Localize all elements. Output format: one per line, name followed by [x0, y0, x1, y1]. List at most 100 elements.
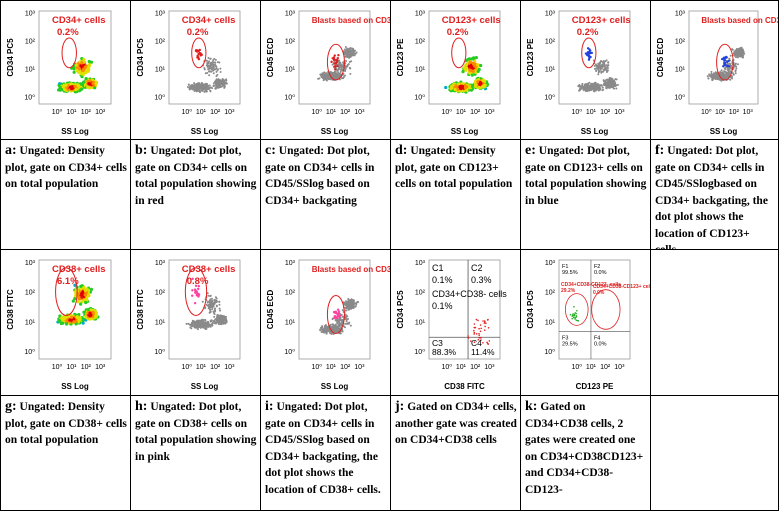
- event-dot: [70, 315, 74, 319]
- event-dot: [575, 319, 578, 322]
- event-dot: [70, 85, 74, 89]
- event-dot: [339, 64, 342, 67]
- event-dot: [203, 85, 206, 88]
- x-axis-label: SS Log: [61, 127, 89, 136]
- event-dot: [594, 68, 597, 71]
- x-axis-label: SS Log: [710, 127, 738, 136]
- highlight-dot: [334, 315, 337, 318]
- event-dot: [222, 315, 225, 318]
- event-dot: [606, 65, 609, 68]
- plot-frame: [428, 259, 501, 360]
- event-dot: [611, 84, 614, 87]
- x-tick-label: 10⁰: [181, 363, 192, 371]
- x-tick-label: 10⁰: [311, 108, 322, 116]
- x-tick-label: 10⁰: [311, 363, 322, 371]
- gate-title: CD38+ cells: [52, 264, 106, 275]
- y-tick-label: 10²: [675, 39, 686, 46]
- event-dot: [194, 89, 197, 92]
- x-tick-label: 10³: [743, 109, 754, 116]
- event-dot: [708, 73, 711, 76]
- y-axis-label: CD34 PC5: [6, 38, 15, 77]
- event-dot: [354, 302, 357, 305]
- event-dot: [602, 65, 605, 68]
- event-dot: [215, 297, 218, 300]
- quad-f3: F3: [562, 335, 568, 341]
- event-dot: [351, 304, 354, 307]
- event-dot: [734, 72, 737, 75]
- gate-ellipse-1: [564, 293, 589, 326]
- event-dot: [352, 50, 355, 53]
- event-dot: [199, 84, 202, 87]
- caption-cell: h: Ungated: Dot plot, gate on CD38+ cell…: [131, 396, 261, 511]
- event-dot: [465, 62, 469, 66]
- highlight-dot: [197, 295, 200, 298]
- event-dot: [355, 51, 358, 54]
- event-dot: [482, 320, 484, 322]
- event-dot: [217, 84, 220, 87]
- x-axis-label: CD123 PE: [576, 382, 614, 391]
- x-tick-label: 10¹: [326, 109, 337, 116]
- y-tick-label: 10³: [25, 11, 36, 18]
- highlight-dot: [726, 60, 729, 64]
- event-dot: [351, 52, 354, 55]
- event-dot: [344, 317, 347, 320]
- event-dot: [732, 72, 735, 75]
- event-dot: [347, 63, 350, 66]
- event-dot: [86, 66, 90, 71]
- event-dot: [601, 89, 604, 92]
- event-dot: [348, 321, 351, 324]
- gate-ellipse: [184, 267, 208, 316]
- y-tick-label: 10¹: [415, 319, 426, 326]
- event-dot: [471, 69, 475, 73]
- event-dot: [204, 318, 207, 321]
- y-tick-label: 10²: [155, 39, 166, 46]
- event-dot: [203, 327, 206, 330]
- event-dot: [588, 86, 591, 89]
- event-dot: [94, 314, 99, 318]
- event-dot: [209, 319, 212, 322]
- event-dot: [349, 324, 352, 327]
- event-dot: [336, 76, 339, 79]
- event-dot: [321, 77, 324, 80]
- event-dot: [77, 318, 81, 322]
- highlight-dot: [197, 56, 200, 59]
- image-cell: CD123 PE SS Log 10⁰ 10⁰ 10¹ 10¹ 10² 10² 10³ 10³ CD…: [391, 0, 521, 140]
- event-dot: [68, 318, 72, 322]
- y-tick-label: 10⁰: [284, 348, 295, 356]
- gate-ellipse: [326, 294, 345, 334]
- event-dot: [581, 82, 584, 85]
- x-tick-label: 10¹: [196, 364, 207, 371]
- event-dot: [732, 73, 735, 76]
- event-dot: [193, 87, 196, 90]
- event-dot: [600, 60, 603, 63]
- event-dot: [344, 322, 347, 325]
- quad-f3-pct: 29.5%: [562, 341, 578, 347]
- event-dot: [215, 299, 218, 302]
- event-dot: [344, 55, 347, 58]
- event-dot: [88, 79, 92, 83]
- highlight-dot: [197, 57, 201, 61]
- y-tick-label: 10²: [545, 39, 556, 46]
- y-tick-label: 10¹: [25, 66, 36, 73]
- quad-f1-pct: 99.5%: [562, 270, 578, 276]
- caption-cell: k: Gated on CD34+CD38 cells, 2 gates wer…: [521, 396, 651, 511]
- event-dot: [223, 86, 226, 89]
- event-dot: [61, 321, 65, 325]
- image-cell: CD123 PE SS Log 10⁰ 10⁰ 10¹ 10¹ 10² 10² 10³ 10³ CD…: [521, 0, 651, 140]
- event-dot: [205, 59, 208, 62]
- event-dot: [473, 341, 476, 343]
- event-dot: [212, 310, 215, 313]
- event-dot: [350, 302, 353, 305]
- event-dot: [213, 307, 216, 310]
- event-dot: [616, 83, 619, 86]
- caption-cell: i: Ungated: Dot plot, gate on CD34+ cell…: [261, 396, 391, 511]
- event-dot: [193, 325, 196, 328]
- event-dot: [600, 70, 603, 73]
- y-tick-label: 10²: [415, 290, 426, 297]
- event-dot: [487, 343, 490, 345]
- event-dot: [89, 308, 93, 312]
- event-dot: [612, 82, 615, 85]
